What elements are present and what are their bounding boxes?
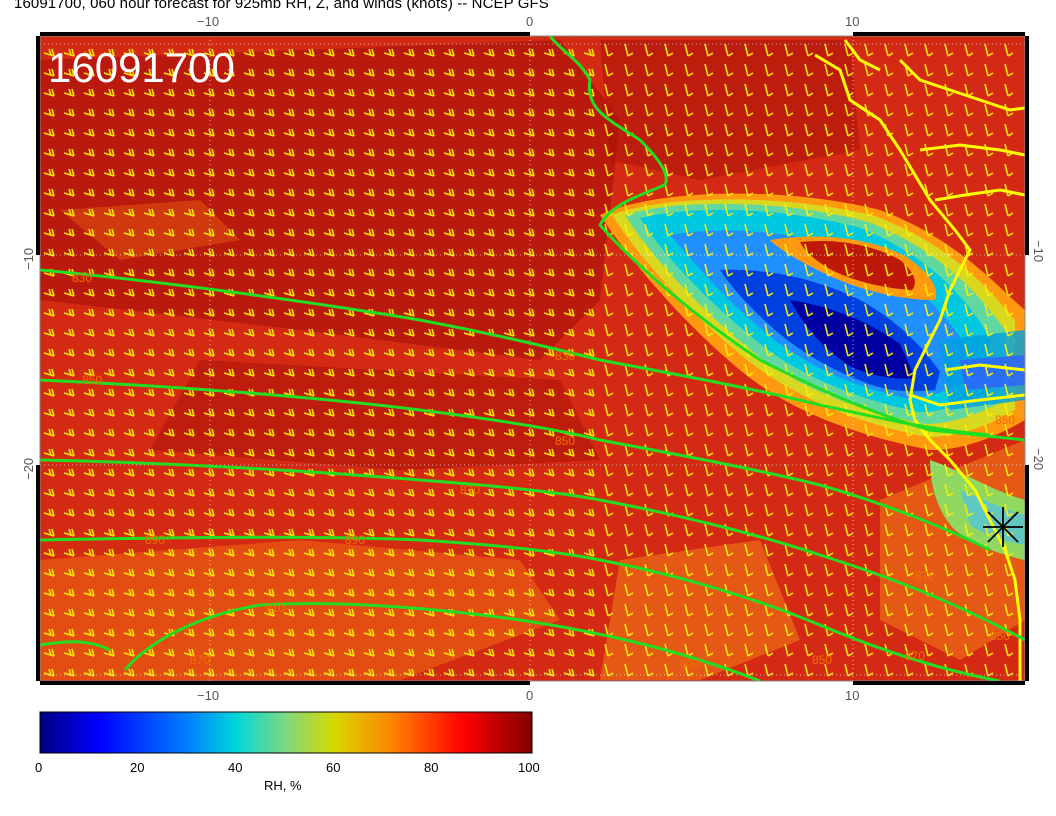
colorbar-tick: 0	[35, 760, 43, 775]
height-contours	[40, 36, 1025, 681]
contour-label: 850	[990, 629, 1010, 643]
x-tick-bottom: 10	[845, 688, 859, 703]
y-tick-right: −10	[1031, 240, 1046, 262]
date-stamp: 16091700	[48, 44, 235, 91]
colorbar-tick: 100	[518, 760, 540, 775]
contour-label: 890	[345, 533, 365, 547]
contour-label: 850	[82, 373, 102, 387]
rh-field: 830 850 830 850 870 890 890 910 870 890 …	[40, 36, 1025, 681]
coastline	[814, 39, 1025, 681]
contour-label: 830	[72, 271, 92, 285]
contour-label: 830	[555, 349, 575, 363]
x-tick-bottom: 0	[526, 688, 533, 703]
colorbar-tick: 40	[228, 760, 243, 775]
contour-label: 850	[555, 434, 575, 448]
station-marker-icon	[983, 507, 1023, 547]
contour-label: 870	[915, 569, 935, 583]
y-tick-left: −20	[21, 458, 36, 480]
x-tick-top: 10	[845, 14, 859, 29]
contour-label: 850	[995, 413, 1015, 427]
border-bars	[36, 32, 1029, 685]
y-tick-left: −10	[21, 248, 36, 270]
contour-label: 870	[460, 483, 480, 497]
plot-title: 16091700, 060 hour forecast for 925mb RH…	[14, 0, 549, 12]
colorbar-label: RH, %	[264, 778, 302, 793]
colorbar-tick: 20	[130, 760, 145, 775]
x-tick-top: −10	[197, 14, 219, 29]
contour-label: 850	[812, 653, 832, 667]
y-tick-right: −20	[1031, 448, 1046, 470]
colorbar-tick: 60	[326, 760, 341, 775]
contour-label: 870	[905, 649, 925, 663]
colorbar	[39, 711, 533, 754]
contour-label: 890	[145, 533, 165, 547]
x-tick-bottom: −10	[197, 688, 219, 703]
colorbar-tick: 80	[424, 760, 439, 775]
plot-frame	[39, 35, 1026, 682]
contour-label: 890	[680, 657, 700, 671]
x-tick-top: 0	[526, 14, 533, 29]
contour-label: 870	[190, 653, 210, 667]
contour-label: 910	[265, 601, 285, 615]
